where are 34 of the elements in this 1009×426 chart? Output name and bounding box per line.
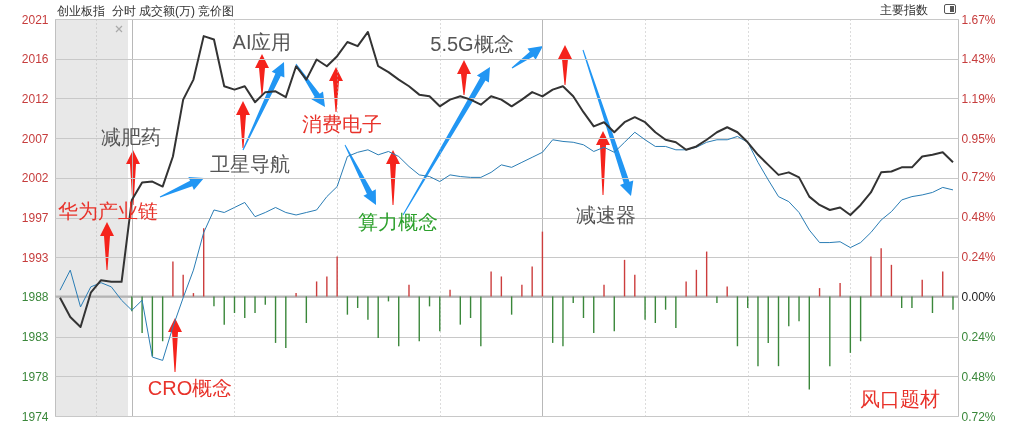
line-series	[59, 30, 954, 328]
annotation: 5.5G概念	[430, 33, 514, 55]
annotation: 消费电子	[302, 113, 382, 135]
annotation: 减肥药	[101, 126, 161, 148]
y2-tick-label: 0.95%	[961, 132, 996, 147]
y-tick-label: 2012	[21, 91, 49, 106]
annotation: 卫星导航	[210, 153, 290, 175]
y2-tick-label: 0.24%	[961, 250, 996, 265]
y-tick-label: 2007	[21, 131, 49, 146]
y-tick-label: 2016	[21, 52, 49, 67]
annotation: 算力概念	[358, 211, 438, 233]
y2-tick-label: 0.48%	[961, 210, 996, 225]
y2-tick-label: 0.00%	[961, 289, 996, 304]
y-tick-label: 2002	[21, 171, 49, 186]
y2-tick-label: 1.19%	[961, 92, 996, 107]
annotation: 减速器	[576, 204, 636, 226]
y-tick-label: 2021	[21, 12, 49, 27]
y-tick-label: 1997	[21, 211, 49, 225]
annotation: CRO概念	[147, 377, 233, 399]
y2-tick-label: 1.67%	[961, 12, 996, 27]
y2-tick-label: 0.72%	[961, 170, 996, 185]
chart-title: 创业板指 分时 成交额(万) 竞价图	[57, 3, 235, 20]
y-tick-label: 1978	[21, 369, 49, 384]
y-tick-label: 1974	[21, 409, 49, 424]
y2-tick-label: 1.43%	[961, 52, 996, 67]
y-tick-label: 1983	[21, 330, 49, 345]
y-tick-label: 1993	[21, 250, 49, 265]
y2-tick-label: 0.24%	[961, 329, 996, 344]
y-tick-label: 1988	[21, 290, 49, 305]
annotation: AI应用	[232, 31, 292, 53]
y2-tick-label: 0.72%	[961, 409, 996, 424]
annotation: 风口题材	[860, 388, 940, 410]
y2-tick-label: 0.48%	[961, 369, 996, 384]
text: 主要指数	[880, 3, 928, 17]
